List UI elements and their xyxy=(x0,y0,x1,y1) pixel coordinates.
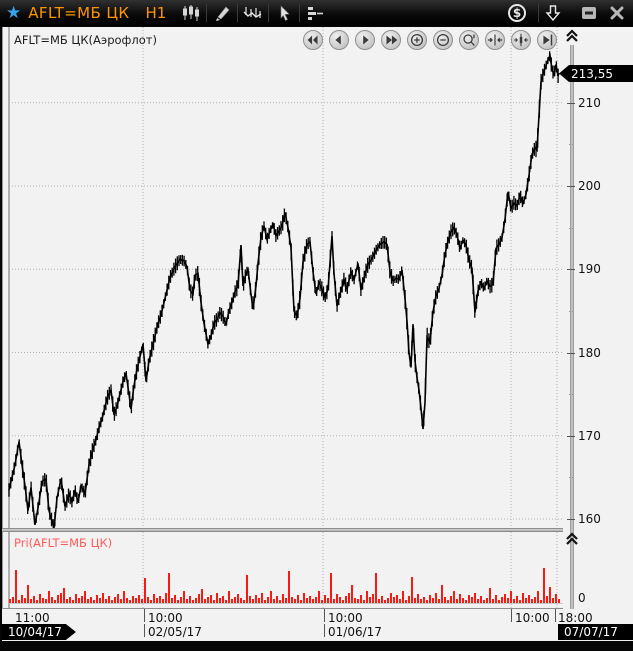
candlestick-chart-icon[interactable] xyxy=(178,2,204,24)
nav-compress-time-button[interactable] xyxy=(485,30,505,50)
time-label: 18:00 xyxy=(558,611,593,625)
title-bar: ★ AFLT=МБ ЦК H1 xyxy=(0,0,633,26)
symbol-title: AFLT=МБ ЦК xyxy=(28,4,130,22)
date-box-start: 10/04/17 xyxy=(2,624,76,640)
pencil-icon[interactable] xyxy=(209,2,235,24)
y-axis-tick xyxy=(567,102,575,104)
indicator-label: Pri(AFLT=МБ ЦК) xyxy=(14,536,113,550)
y-axis-label: 200 xyxy=(578,179,601,193)
y-axis-tick xyxy=(567,352,575,354)
toolbar xyxy=(178,2,328,24)
collapse-chevron-icon[interactable] xyxy=(564,532,580,546)
instrument-label: AFLT=МБ ЦК(Аэрофлот) xyxy=(14,33,157,47)
toolbar-separator xyxy=(299,4,301,22)
indicator-panel[interactable]: Pri(AFLT=МБ ЦК) xyxy=(2,532,563,609)
close-icon[interactable] xyxy=(605,3,629,23)
price-chart-canvas[interactable] xyxy=(3,27,564,528)
y-axis-tick xyxy=(567,186,575,187)
y-axis-minor-tick xyxy=(569,394,574,396)
cursor-icon[interactable] xyxy=(271,2,297,24)
date-axis-tick xyxy=(324,624,325,637)
collapse-chevron-icon[interactable] xyxy=(564,29,580,43)
toolbar-separator xyxy=(237,4,239,22)
indicator-canvas[interactable] xyxy=(3,532,563,608)
toolbar-separator xyxy=(206,4,208,22)
time-label: 10:00 xyxy=(328,611,363,625)
time-axis-tick xyxy=(555,609,556,622)
nav-zoom-out-button[interactable] xyxy=(433,30,453,50)
y-axis-label: 170 xyxy=(578,428,601,443)
time-axis[interactable]: 11:00 10:00 10:00 10:00 18:00 02/05/17 01/06/1… xyxy=(2,609,633,641)
nav-step-forward-button[interactable] xyxy=(355,30,375,50)
y-axis-minor-tick xyxy=(569,477,574,479)
time-axis-tick xyxy=(324,609,325,622)
nav-zoom-in-button[interactable] xyxy=(407,30,427,50)
y-axis-label: 160 xyxy=(578,512,601,526)
nav-fast-backward-button[interactable] xyxy=(303,30,323,50)
panel-divider[interactable] xyxy=(2,528,563,532)
levels-icon[interactable] xyxy=(302,2,328,24)
date-box-end: 07/07/17 xyxy=(558,624,633,640)
nav-go-to-latest-button[interactable] xyxy=(537,30,557,50)
axis-ridge xyxy=(570,45,574,609)
date-label: 01/06/17 xyxy=(328,625,382,639)
nav-fast-forward-button[interactable] xyxy=(381,30,401,50)
dollar-icon[interactable]: $ xyxy=(508,4,526,22)
y-axis-tick xyxy=(567,435,575,437)
time-axis-tick xyxy=(144,609,145,622)
last-price-box: 213,55 xyxy=(559,65,633,82)
date-label: 02/05/17 xyxy=(148,625,202,639)
y-axis-minor-tick xyxy=(569,310,574,312)
time-label: 10:00 xyxy=(515,611,550,625)
y-axis-label: 180 xyxy=(578,345,601,360)
price-axis[interactable]: 213,55 210 200 190 180 170 160 0 xyxy=(559,27,633,609)
y-axis-minor-tick xyxy=(569,144,574,146)
volume-zero-label: 0 xyxy=(578,591,586,605)
toolbar-separator xyxy=(268,4,270,22)
nav-zoom-area-button[interactable] xyxy=(459,30,479,50)
time-label: 11:00 xyxy=(15,611,50,625)
nav-step-backward-button[interactable] xyxy=(329,30,349,50)
download-icon[interactable] xyxy=(541,3,565,23)
restore-icon[interactable] xyxy=(577,3,601,23)
indicator-icon[interactable] xyxy=(240,2,266,24)
price-chart-panel[interactable]: AFLT=МБ ЦК(Аэрофлот) xyxy=(2,27,564,528)
favorite-star-icon[interactable]: ★ xyxy=(6,3,22,23)
y-axis-tick xyxy=(567,519,575,520)
y-axis-label: 190 xyxy=(578,262,601,277)
y-axis-tick xyxy=(567,269,575,271)
time-label: 10:00 xyxy=(148,611,183,625)
toolbar-separator xyxy=(538,4,539,22)
date-axis-tick xyxy=(144,624,145,637)
y-axis-label: 210 xyxy=(578,95,601,110)
time-axis-tick xyxy=(511,609,512,622)
timeframe-label[interactable]: H1 xyxy=(145,4,167,22)
nav-compress-bars-button[interactable] xyxy=(511,30,531,50)
y-axis-minor-tick xyxy=(569,227,574,229)
